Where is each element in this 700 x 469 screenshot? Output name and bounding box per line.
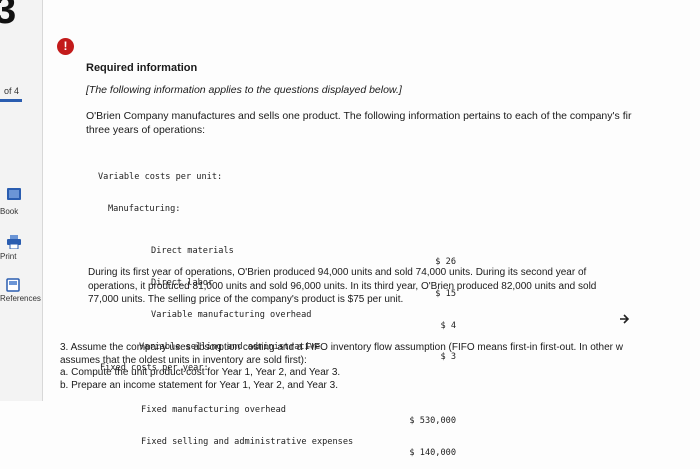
direct-labor-label: Direct labor (151, 278, 214, 289)
references-label: References (0, 294, 41, 303)
fixed-selling-value: $ 140,000 (409, 447, 456, 458)
table-row: Variable manufacturing overhead $ 4 (98, 299, 468, 331)
table-row: Variable selling and administrative $ 3 (98, 331, 468, 363)
variable-selling-label: Variable selling and administrative (139, 341, 321, 352)
references-button[interactable]: References (0, 278, 41, 303)
print-icon (7, 235, 21, 249)
book-button[interactable]: Book (0, 186, 40, 216)
question-part-b: b. Prepare an income statement for Year … (60, 379, 338, 391)
intro-line-2: three years of operations: (86, 124, 206, 136)
alert-icon: ! (57, 38, 74, 55)
print-label: Print (0, 252, 17, 261)
required-information-title: Required information (86, 62, 198, 74)
table-row: Fixed manufacturing overhead $ 530,000 (98, 395, 468, 426)
table-row: Direct labor $ 15 (98, 268, 468, 299)
fixed-selling-label: Fixed selling and administrative expense… (141, 437, 354, 448)
question-part-a: a. Compute the unit product cost for Yea… (60, 367, 341, 378)
paragraph-line-2: operations, it produced 81,000 units and… (88, 280, 597, 292)
variable-selling-value: $ 3 (440, 352, 456, 363)
paragraph-line-3: 77,000 units. The selling price of the c… (88, 294, 404, 305)
question-line-2: assumes that the oldest units in invento… (60, 354, 307, 366)
table-row: Direct materials $ 26 (98, 236, 468, 267)
print-button[interactable]: Print (0, 235, 40, 261)
direct-materials-value: $ 26 (435, 256, 456, 267)
paragraph-line-1: During its first year of operations, O'B… (88, 267, 587, 278)
page-indicator[interactable]: of 4 (4, 86, 20, 96)
direct-labor-value: $ 15 (435, 288, 456, 299)
table-row: Fixed selling and administrative expense… (98, 426, 468, 458)
question-prompt: 3. Assume the company uses absorption co… (60, 342, 623, 392)
book-label: Book (0, 207, 19, 216)
intro-line-1: O'Brien Company manufactures and sells o… (86, 110, 632, 122)
question-number: 3 (0, 0, 17, 32)
manufacturing-header: Manufacturing: (108, 203, 181, 214)
question-line-1: 3. Assume the company uses absorption co… (60, 342, 624, 353)
sidebar: 3 of 4 Book Print References (0, 0, 43, 401)
intro-text: O'Brien Company manufactures and sells o… (86, 109, 631, 137)
fixed-costs-header: Fixed costs per year: (100, 362, 209, 373)
direct-materials-label: Direct materials (151, 246, 234, 257)
mouse-cursor-icon (620, 314, 630, 324)
page-progress-bar (0, 99, 22, 102)
production-paragraph: During its first year of operations, O'B… (88, 266, 596, 307)
variable-overhead-value: $ 4 (440, 320, 456, 331)
fixed-overhead-value: $ 530,000 (409, 415, 456, 426)
book-icon (7, 188, 21, 200)
fixed-overhead-label: Fixed manufacturing overhead (141, 405, 286, 416)
variable-overhead-label: Variable manufacturing overhead (151, 309, 312, 320)
variable-costs-header: Variable costs per unit: (98, 172, 223, 183)
references-icon (6, 278, 20, 292)
required-information-note: [The following information applies to th… (86, 84, 402, 96)
